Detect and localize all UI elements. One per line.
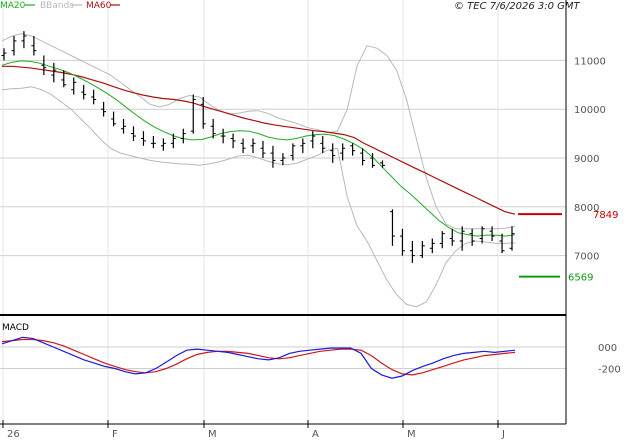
ohlc-bar [240, 138, 246, 154]
ohlc-bar [250, 138, 256, 154]
ohlc-bar [509, 226, 515, 251]
ohlc-bar [389, 209, 395, 246]
ohlc-bar [370, 153, 376, 168]
x-tick-label: 26 [7, 429, 20, 440]
ohlc-bar [230, 133, 236, 149]
ohlc-bar [429, 238, 435, 254]
x-tick-label: F [112, 429, 118, 440]
ohlc-bar [380, 160, 386, 168]
price-tick-label: 8000 [574, 203, 599, 214]
ohlc-bar [330, 143, 336, 163]
ma20-line [1, 60, 516, 237]
legend: MA20 BBands MA60 [0, 1, 120, 11]
ohlc-bar [150, 136, 156, 149]
x-tick-label: J [501, 429, 505, 440]
ohlc-bar [51, 62, 57, 83]
ohlc-bar [419, 240, 425, 259]
price-tick-label: 10000 [574, 105, 606, 116]
ohlc-bar [140, 131, 146, 146]
ohlc-bar [101, 101, 107, 117]
ohlc-bar [71, 77, 77, 95]
ohlc-bar [21, 31, 27, 49]
macd-lines [1, 336, 516, 379]
ohlc-bar [81, 84, 87, 100]
macd-tick-label: -200 [598, 365, 621, 376]
y-axis-ticks: 7000 8000 9000 10000 11000 000 -200 [574, 56, 621, 375]
ma20-path [1, 60, 516, 237]
price-tick-label: 7000 [574, 252, 599, 263]
ohlc-bar [350, 143, 356, 156]
x-tick-label: A [312, 429, 319, 440]
legend-ma60: MA60 [86, 1, 112, 11]
price-grid [0, 0, 566, 424]
level-lines: 7849 6569 [518, 210, 618, 284]
ohlc-bar [210, 118, 216, 139]
ma60-path [2, 65, 516, 215]
ma60-line [2, 65, 516, 215]
ohlc-bar [409, 240, 415, 263]
bband-lower [1, 86, 516, 308]
ohlc-bar [320, 136, 326, 154]
ohlc-bar [180, 128, 186, 144]
macd-label: MACD [2, 323, 29, 333]
legend-bbands: BBands [40, 1, 74, 11]
legend-ma20: MA20 [0, 1, 26, 11]
signal-line [1, 338, 516, 376]
ohlc-bar [200, 97, 206, 129]
ohlc-bar [469, 228, 475, 246]
ohlc-bar [340, 143, 346, 161]
x-tick-label: M [208, 429, 217, 440]
bband-upper [1, 33, 516, 230]
macd-tick-label: 000 [598, 343, 617, 354]
ohlc-bar [310, 131, 316, 149]
ohlc-bar [260, 140, 266, 158]
price-bars [1, 31, 515, 263]
price-tick-label: 11000 [574, 56, 606, 67]
ohlc-bar [449, 228, 455, 246]
price-tick-label: 9000 [574, 154, 599, 165]
ohlc-bar [479, 226, 485, 244]
ohlc-bar [290, 143, 296, 161]
ohlc-bar [360, 148, 366, 166]
ohlc-bar [499, 233, 505, 254]
ohlc-bar [61, 70, 67, 88]
ohlc-bar [489, 226, 495, 241]
ohlc-bar [270, 145, 276, 168]
ohlc-bar [41, 55, 47, 76]
ohlc-bar [1, 48, 7, 61]
ohlc-bar [459, 226, 465, 251]
ohlc-bar [111, 111, 117, 127]
x-tick-label: M [407, 429, 416, 440]
ohlc-bar [11, 36, 17, 56]
ohlc-bar [399, 228, 405, 256]
bollinger-bands [1, 33, 516, 308]
copyright-text: © TEC 7/6/2026 3:0 GMT [454, 1, 581, 12]
ohlc-bar [160, 138, 166, 151]
ohlc-bar [31, 36, 37, 56]
ohlc-bar [439, 231, 445, 249]
macd-line [1, 336, 516, 379]
ohlc-bar [130, 126, 136, 141]
ohlc-bar [121, 118, 127, 134]
ohlc-bar [170, 133, 176, 149]
ohlc-bar [190, 94, 196, 134]
support-label: 6569 [568, 273, 593, 284]
ohlc-bar [300, 138, 306, 154]
ohlc-bar [220, 128, 226, 144]
ohlc-bar [280, 153, 286, 166]
ohlc-bar [91, 89, 97, 105]
macd-grid [0, 346, 566, 369]
resistance-label: 7849 [593, 210, 618, 221]
